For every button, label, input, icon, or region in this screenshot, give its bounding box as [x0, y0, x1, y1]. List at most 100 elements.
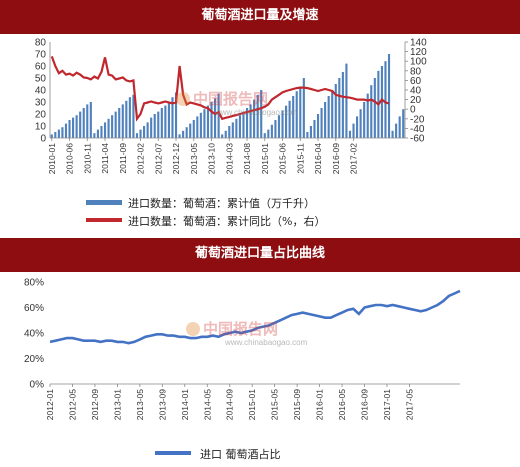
bar-import-volume [171, 97, 174, 138]
y-tick-label-right: 140 [410, 38, 427, 49]
bar-import-volume [370, 85, 373, 138]
x-tick-label: 2016-05 [337, 389, 347, 420]
y-tick-label-right: 0 [410, 105, 416, 116]
x-tick-label: 2013-01 [112, 389, 122, 420]
bar-import-volume [203, 109, 206, 138]
line-import-share [49, 289, 461, 345]
x-tick-label: 2014-08 [242, 143, 252, 174]
bar-import-volume [121, 104, 124, 138]
x-tick-label: 2010-01 [47, 143, 57, 174]
x-tick-label: 2017-02 [349, 143, 359, 174]
x-tick-label: 2013-10 [207, 143, 217, 174]
y-tick-label-right: 20 [410, 95, 422, 106]
bar-import-volume [118, 108, 121, 138]
y-tick-label-right: -20 [410, 114, 425, 125]
legend-label-bar: 进口数量：葡萄酒：累计值（万千升） [128, 197, 315, 210]
x-tick-label: 2014-01 [180, 389, 190, 420]
x-tick-label: 2013-05 [189, 143, 199, 174]
bar-import-volume [167, 102, 170, 138]
x-tick-label: 2012-07 [153, 143, 163, 174]
bar-import-volume [260, 90, 263, 138]
chart1-import-volume-growth: 01020304050607080-60-40-2002040608010012… [35, 38, 427, 229]
y-tick-label: 0% [30, 380, 45, 391]
bar-import-volume [363, 102, 366, 138]
bar-import-volume [217, 93, 220, 138]
bar-import-volume [338, 78, 341, 138]
y-tick-label-right: 60 [410, 76, 422, 87]
bar-import-volume [82, 108, 85, 138]
bar-import-volume [231, 122, 234, 138]
bar-import-volume [96, 129, 99, 138]
legend-label-line: 进口数量：葡萄酒：累计同比（%，右） [128, 214, 325, 228]
bar-import-volume [324, 102, 327, 138]
y-tick-label: 60% [24, 303, 44, 314]
watermark-url: www.chinabaogao.com [214, 108, 298, 117]
bar-import-volume [253, 99, 256, 138]
bar-import-volume [189, 123, 192, 138]
y-tick-label-right: 100 [410, 57, 427, 68]
x-tick-label: 2012-02 [136, 143, 146, 174]
y-tick-label-right: 40 [410, 86, 422, 97]
bar-import-volume [249, 104, 252, 138]
bar-import-volume [89, 102, 92, 138]
bar-import-volume [146, 122, 149, 138]
x-tick-label: 2015-09 [292, 389, 302, 420]
bar-import-volume [54, 132, 57, 138]
x-tick-label: 2012-01 [45, 389, 55, 420]
bar-import-volume [320, 108, 323, 138]
bar-import-volume [256, 94, 259, 138]
bar-import-volume [79, 111, 82, 138]
bar-import-volume [277, 115, 281, 138]
bar-import-volume [107, 118, 110, 138]
bar-import-volume [164, 105, 167, 138]
y-tick-label-left: 0 [40, 134, 46, 145]
y-tick-label: 40% [24, 329, 44, 340]
x-tick-label: 2012-05 [67, 389, 77, 420]
bar-import-volume [348, 130, 352, 138]
bar-import-volume [103, 122, 107, 138]
x-tick-label: 2015-05 [270, 389, 280, 420]
y-tick-label-left: 10 [35, 122, 47, 133]
legend-label-line: 进口 葡萄酒占比 [200, 447, 281, 461]
bar-import-volume [352, 123, 355, 138]
y-tick-label-right: 120 [410, 47, 427, 58]
bar-import-volume [132, 94, 135, 138]
bar-import-volume [398, 116, 401, 138]
bar-import-volume [111, 115, 114, 138]
bar-import-volume [366, 93, 369, 138]
chart1-title-banner: 葡萄酒进口量及增速 [0, 0, 520, 34]
y-tick-label-left: 70 [35, 50, 47, 61]
watermark-text: 中国报告网 [193, 90, 268, 108]
x-tick-label: 2011-04 [100, 143, 110, 174]
bar-import-volume [391, 130, 394, 138]
bar-import-volume [64, 123, 68, 138]
bar-import-volume [281, 110, 284, 138]
line-yoy-growth [50, 56, 390, 122]
y-tick-label-left: 50 [35, 74, 47, 85]
y-tick-label: 80% [24, 278, 44, 289]
watermark-url: www.chinabaogao.com [224, 338, 308, 347]
bar-import-volume [61, 127, 64, 138]
chart2-import-share-curve: 0% 20% 40% 60% 80% 2012-01 2012-05 2012-09 2013-… [24, 278, 461, 461]
bar-import-volume [160, 108, 163, 138]
bar-import-volume [302, 78, 305, 138]
bar-import-volume [373, 78, 376, 138]
bar-import-volume [292, 96, 295, 138]
x-tick-label: 2014-03 [224, 143, 234, 174]
bar-import-volume [153, 114, 156, 138]
bar-import-volume [309, 126, 312, 138]
bar-import-volume [270, 124, 273, 138]
bar-import-volume [345, 63, 348, 138]
bar-import-volume [274, 120, 277, 138]
bar-import-volume [334, 84, 337, 138]
bar-import-volume [228, 126, 231, 138]
legend-swatch-line [86, 218, 122, 222]
bar-import-volume [267, 129, 270, 138]
legend-swatch-line [155, 451, 191, 455]
y-tick-label-left: 40 [35, 86, 47, 97]
bar-import-volume [139, 129, 142, 138]
bar-import-volume [86, 104, 89, 138]
x-tick-label: 2013-09 [157, 389, 167, 420]
bar-import-volume [341, 72, 344, 138]
chart2-title-banner: 葡萄酒进口量占比曲线 [0, 238, 520, 272]
